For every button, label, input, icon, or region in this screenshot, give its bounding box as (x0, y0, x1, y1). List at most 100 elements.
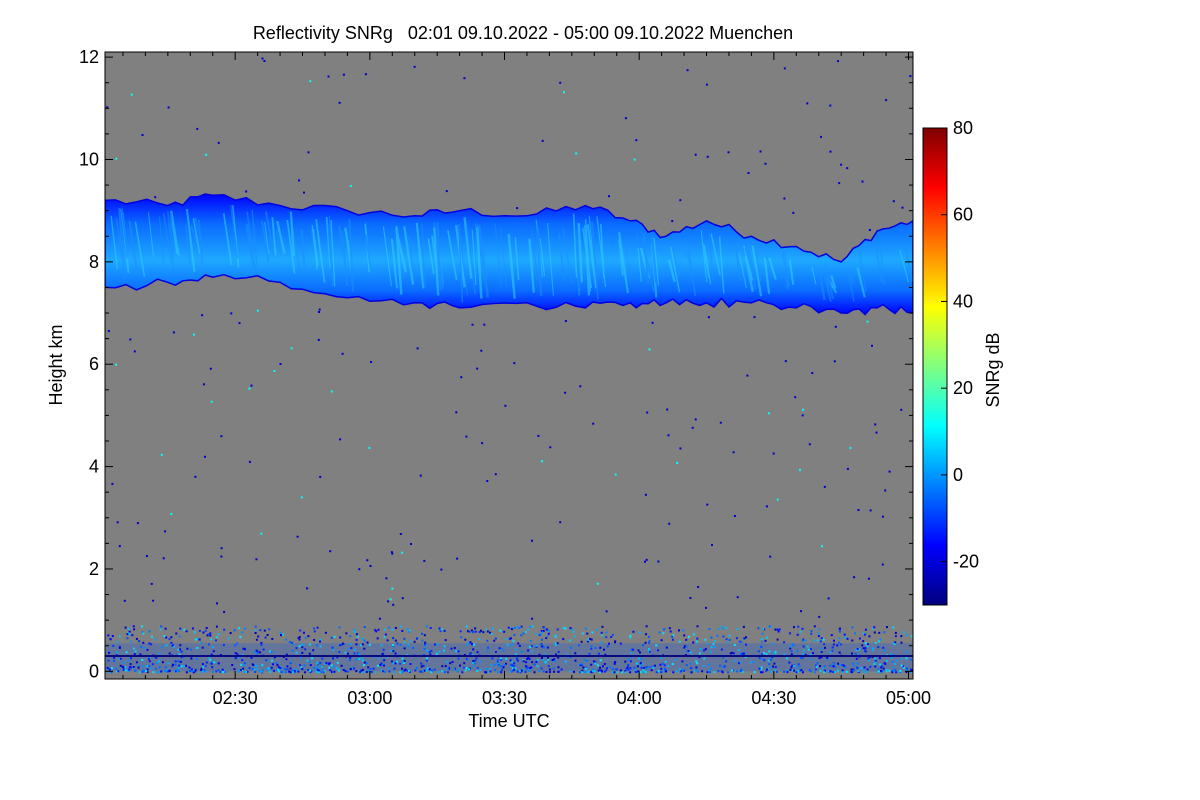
clutter-pixel (212, 650, 215, 653)
clutter-pixel (553, 670, 556, 673)
clutter-pixel (518, 644, 521, 647)
clutter-pixel (171, 665, 174, 668)
noise-pixel (160, 453, 163, 456)
noise-pixel (261, 57, 264, 60)
clutter-pixel (895, 671, 898, 674)
noise-pixel (150, 582, 153, 585)
clutter-pixel (392, 644, 395, 646)
clutter-pixel (874, 661, 877, 664)
clutter-pixel (489, 631, 492, 634)
clutter-pixel (201, 646, 204, 649)
noise-pixel (463, 77, 466, 80)
clutter-pixel (142, 632, 145, 635)
clutter-pixel (473, 662, 476, 665)
clutter-pixel (633, 666, 636, 669)
clutter-pixel (360, 669, 363, 672)
clutter-pixel (716, 628, 719, 631)
clutter-pixel (191, 627, 194, 630)
cloud-streak (826, 270, 834, 300)
clutter-pixel (742, 652, 745, 655)
clutter-pixel (277, 668, 280, 671)
clutter-pixel (901, 665, 904, 668)
clutter-pixel (241, 631, 244, 634)
clutter-pixel (211, 666, 214, 669)
clutter-pixel (733, 643, 736, 646)
clutter-pixel (749, 661, 752, 664)
noise-pixel (667, 434, 670, 437)
clutter-pixel (529, 625, 532, 628)
clutter-pixel (906, 668, 909, 671)
noise-pixel (736, 596, 739, 599)
clutter-pixel (356, 635, 359, 638)
cloud-streak (162, 213, 172, 263)
noise-pixel (341, 352, 344, 355)
clutter-pixel (824, 646, 826, 649)
clutter-pixel (752, 660, 755, 663)
cloud-streak (572, 213, 578, 278)
clutter-pixel (851, 652, 853, 655)
noise-pixel (846, 467, 849, 470)
cloud-streak (433, 227, 440, 296)
noise-pixel (837, 60, 839, 63)
clutter-pixel (879, 663, 882, 666)
noise-pixel (248, 387, 251, 390)
clutter-pixel (192, 671, 195, 674)
x-axis: 02:30 03:00 03:30 04:00 04:30 05:00 (122, 52, 931, 708)
clutter-pixel (428, 668, 431, 671)
clutter-pixel (893, 643, 896, 646)
clutter-pixel (850, 668, 853, 671)
noise-pixel (154, 196, 157, 199)
clutter-pixel (808, 669, 811, 671)
noise-pixel (309, 80, 312, 83)
clutter-pixel (254, 664, 257, 667)
clutter-pixel (556, 642, 559, 645)
clutter-pixel (538, 634, 541, 636)
clutter-pixel (594, 662, 597, 665)
clutter-pixel (703, 649, 706, 652)
clutter-pixel (463, 662, 466, 665)
clutter-pixel (290, 661, 292, 664)
clutter-pixel (366, 641, 369, 644)
clutter-pixel (569, 670, 572, 673)
clutter-pixel (773, 651, 776, 654)
clutter-pixel (193, 631, 196, 634)
clutter-pixel (148, 660, 151, 663)
clutter-pixel (446, 667, 449, 670)
cloud-streak (574, 230, 581, 292)
clutter-pixel (158, 671, 161, 673)
clutter-pixel (185, 664, 188, 667)
clutter-pixel (690, 671, 693, 674)
clutter-pixel (859, 637, 861, 640)
clutter-pixel (199, 671, 202, 674)
clutter-pixel (722, 635, 725, 638)
clutter-pixel (428, 651, 431, 653)
clutter-pixel (150, 667, 153, 670)
noise-pixel (799, 468, 801, 471)
clutter-pixel (179, 644, 182, 647)
noise-pixel (596, 582, 599, 585)
clutter-pixel (494, 663, 497, 666)
clutter-pixel (256, 668, 259, 670)
clutter-pixel (142, 665, 145, 668)
clutter-pixel (584, 627, 587, 630)
clutter-pixel (891, 670, 894, 673)
clutter-pixel (118, 646, 121, 649)
clutter-pixel (883, 662, 886, 665)
clutter-pixel (814, 668, 817, 671)
cloud-streak (818, 272, 826, 301)
cloud-streak (311, 225, 318, 270)
clutter-pixel (163, 635, 166, 638)
noise-pixel (867, 577, 870, 580)
clutter-pixel (542, 658, 545, 661)
clutter-pixel (820, 651, 823, 653)
clutter-pixel (168, 652, 171, 655)
y-tick-label: 6 (89, 354, 99, 374)
clutter-pixel (903, 631, 905, 634)
clutter-pixel (511, 660, 514, 663)
clutter-pixel (663, 664, 666, 667)
clutter-pixel (806, 645, 809, 648)
clutter-pixel (401, 629, 404, 632)
clutter-pixel (804, 639, 807, 642)
clutter-pixel (540, 643, 543, 645)
clutter-pixel (167, 662, 170, 665)
